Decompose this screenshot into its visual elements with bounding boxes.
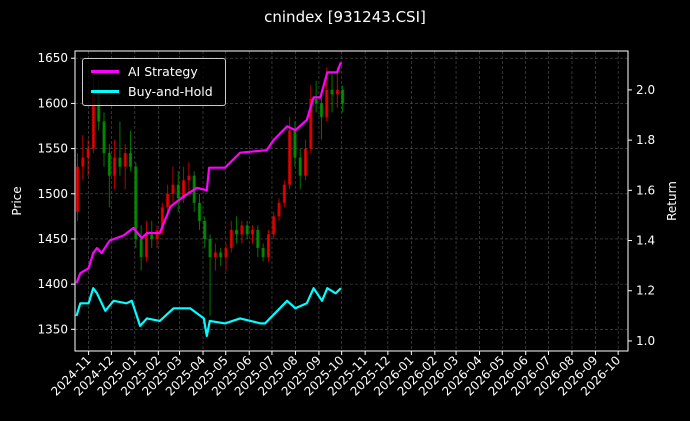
y-tick-label-right: 1.2 [636, 284, 655, 298]
plot-frame [74, 50, 629, 352]
chart-title: cnindex [931243.CSI] [264, 8, 426, 26]
legend-item-ai-strategy: AI Strategy [91, 64, 198, 79]
candle-body [319, 103, 323, 117]
y-axis-label-right: Return [665, 181, 679, 221]
candle-body [250, 229, 254, 235]
candle-body [134, 166, 138, 239]
y-tick-label-left: 1450 [37, 232, 68, 246]
candle-body [272, 216, 276, 235]
candle-body [97, 94, 101, 122]
candle-body [208, 238, 212, 258]
candle-body [76, 166, 79, 212]
candle-body [245, 225, 249, 235]
candle-body [113, 157, 117, 176]
candle-body [235, 229, 239, 235]
candle-body [213, 252, 217, 258]
candle-body [129, 153, 133, 167]
y-tick-label-right: 1.0 [636, 334, 655, 348]
candle-body [325, 89, 329, 117]
candle-body [330, 89, 334, 95]
candle-body [229, 229, 233, 248]
legend-label: Buy-and-Hold [128, 84, 213, 99]
legend-item-buy-and-hold: Buy-and-Hold [91, 84, 213, 99]
candle-body [91, 94, 95, 149]
candle-body [309, 98, 313, 149]
candle-body [144, 234, 148, 258]
candle-body [293, 130, 297, 158]
candle-body [139, 238, 143, 258]
y-tick-label-left: 1550 [37, 142, 68, 156]
series-line-buy-and-hold [75, 287, 342, 337]
y-tick-label-left: 1350 [37, 322, 68, 336]
legend-swatch [91, 70, 119, 73]
candle-body [288, 130, 292, 185]
candle-body [298, 157, 302, 176]
candle-body [176, 184, 180, 199]
candle-body [171, 184, 175, 194]
candle-body [266, 234, 270, 258]
candle-body [203, 220, 207, 239]
y-axis-label-left: Price [10, 186, 24, 215]
candle-body [335, 89, 339, 95]
candle-body [224, 247, 228, 258]
candle-body [118, 157, 122, 167]
y-tick-label-left: 1500 [37, 187, 68, 201]
y-tick-label-left: 1650 [37, 51, 68, 65]
candle-body [86, 148, 90, 158]
candle-body [187, 175, 191, 181]
candle-body [304, 148, 308, 176]
y-tick-label-right: 2.0 [636, 83, 655, 97]
candle-body [314, 98, 318, 104]
y-tick-label-left: 1600 [37, 96, 68, 110]
candle-body [155, 229, 159, 239]
y-tick-label-right: 1.8 [636, 133, 655, 147]
candle-body [341, 89, 345, 104]
candle-body [219, 252, 223, 258]
candle-body [150, 234, 154, 239]
candle-body [160, 207, 164, 230]
legend-label: AI Strategy [128, 64, 198, 79]
y-tick-label-left: 1400 [37, 277, 68, 291]
y-tick-label-right: 1.6 [636, 183, 655, 197]
candle-body [277, 202, 281, 217]
candle-body [261, 247, 265, 258]
candle-body [197, 202, 201, 221]
candle-body [182, 180, 186, 199]
candle-body [240, 225, 244, 235]
candle-body [123, 153, 127, 167]
legend-swatch [91, 90, 119, 93]
candle-body [102, 121, 106, 154]
candle-body [107, 153, 111, 176]
series-line-ai-strategy [75, 61, 342, 284]
y-tick-label-right: 1.4 [636, 234, 655, 248]
candle-body [166, 193, 170, 208]
candle-body [256, 229, 260, 248]
legend: AI Strategy Buy-and-Hold [82, 58, 226, 106]
candle-body [282, 184, 286, 203]
candle-body [81, 157, 85, 167]
